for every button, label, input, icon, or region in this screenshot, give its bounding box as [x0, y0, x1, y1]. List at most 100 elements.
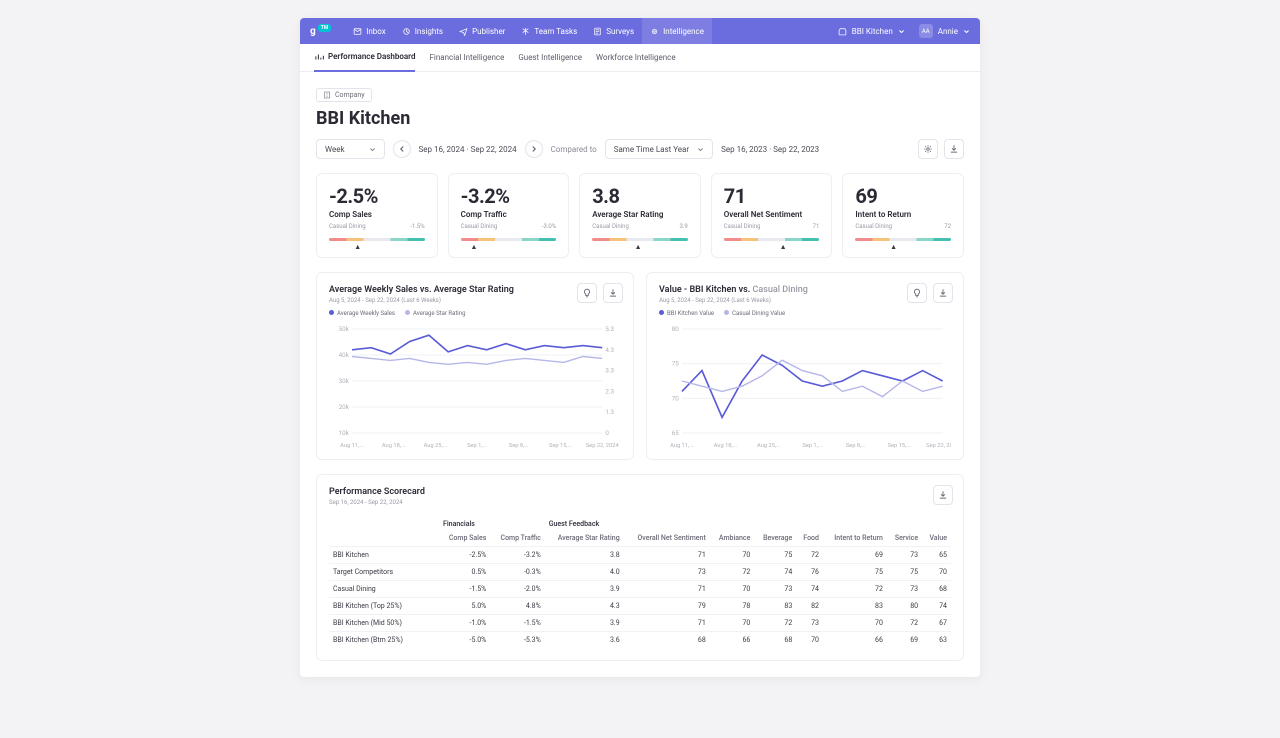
- chevron-left-icon: [398, 145, 406, 153]
- logo-glyph: g: [310, 26, 316, 37]
- lightbulb-icon: [912, 288, 922, 298]
- row-name: BBI Kitchen (Mid 50%): [329, 615, 439, 632]
- nav-intelligence[interactable]: Intelligence: [642, 18, 712, 44]
- subtab-guest[interactable]: Guest Intelligence: [518, 44, 582, 72]
- gear-icon: [923, 144, 933, 154]
- kpi-card[interactable]: 3.8 Average Star Rating Casual Dining3.9…: [579, 173, 701, 258]
- kpi-pointer: ▲: [780, 243, 787, 251]
- table-cell: 73: [887, 581, 922, 598]
- table-cell: -1.0%: [439, 615, 490, 632]
- nav-label: Publisher: [472, 27, 505, 36]
- granularity-select[interactable]: Week: [316, 139, 385, 159]
- filter-actions: [918, 139, 964, 159]
- table-cell: 63: [922, 632, 951, 649]
- kpi-card[interactable]: 69 Intent to Return Casual Dining72 ▲: [842, 173, 964, 258]
- table-cell: 67: [922, 615, 951, 632]
- legend-item: Casual Dining Value: [724, 310, 785, 317]
- legend-swatch: [329, 310, 334, 315]
- nav-label: Team Tasks: [534, 27, 577, 36]
- table-row[interactable]: BBI Kitchen (Top 25%)5.0%4.8%4.379788382…: [329, 598, 951, 615]
- table-row[interactable]: BBI Kitchen (Btm 25%)-5.0%-5.3%3.6686668…: [329, 632, 951, 649]
- svg-text:10k: 10k: [339, 430, 350, 437]
- kpi-label: Comp Sales: [329, 210, 425, 219]
- nav-surveys[interactable]: Surveys: [585, 18, 642, 44]
- date-next-button[interactable]: [525, 140, 543, 158]
- chart-download-button[interactable]: [933, 283, 953, 303]
- table-cell: 69: [887, 632, 922, 649]
- table-cell: 71: [624, 547, 710, 564]
- chevron-right-icon: [530, 145, 538, 153]
- chart-download-button[interactable]: [603, 283, 623, 303]
- svg-text:40k: 40k: [339, 352, 350, 359]
- content: Company BBI Kitchen Week Sep 16, 2024 · …: [300, 72, 980, 677]
- subtab-label: Performance Dashboard: [328, 52, 415, 61]
- chart-title-suffix: Casual Dining: [753, 285, 808, 295]
- comparison-select[interactable]: Same Time Last Year: [605, 139, 713, 159]
- subtab-performance[interactable]: Performance Dashboard: [314, 44, 415, 72]
- date-range-text: Sep 16, 2024 · Sep 22, 2024: [419, 145, 517, 154]
- kpi-card[interactable]: -3.2% Comp Traffic Casual Dining-3.0% ▲: [448, 173, 570, 258]
- scorecard-download-button[interactable]: [933, 485, 953, 505]
- inbox-icon: [353, 27, 362, 36]
- kpi-benchmark: Casual Dining72: [855, 223, 951, 230]
- nav-inbox[interactable]: Inbox: [345, 18, 394, 44]
- table-cell: 70: [710, 581, 755, 598]
- chart-insights-button[interactable]: [907, 283, 927, 303]
- chart-title-prefix: Value - BBI Kitchen vs.: [659, 285, 750, 295]
- table-row[interactable]: BBI Kitchen (Mid 50%)-1.0%-1.5%3.9717072…: [329, 615, 951, 632]
- dashboard-icon: [314, 52, 324, 62]
- svg-text:Sep 8,...: Sep 8,...: [846, 443, 866, 449]
- table-cell: 65: [922, 547, 951, 564]
- download-button[interactable]: [944, 139, 964, 159]
- location-picker[interactable]: BBI Kitchen: [834, 27, 909, 36]
- table-cell: 71: [624, 615, 710, 632]
- lightbulb-icon: [582, 288, 592, 298]
- nav-insights[interactable]: Insights: [394, 18, 451, 44]
- kpi-row: -2.5% Comp Sales Casual Dining-1.5% ▲ -3…: [316, 173, 964, 258]
- table-cell: -1.5%: [439, 581, 490, 598]
- table-cell: 73: [754, 581, 796, 598]
- breadcrumb-label: Company: [335, 91, 365, 99]
- table-cell: 75: [823, 564, 887, 581]
- table-row[interactable]: BBI Kitchen-2.5%-3.2%3.871707572697365: [329, 547, 951, 564]
- nav-team-tasks[interactable]: Team Tasks: [513, 18, 585, 44]
- user-menu[interactable]: AA Annie: [919, 24, 970, 38]
- breadcrumb[interactable]: Company: [316, 88, 372, 102]
- chart-insights-button[interactable]: [577, 283, 597, 303]
- nav-items: Inbox Insights Publisher Team Tasks Surv…: [345, 18, 712, 44]
- user-avatar: AA: [919, 24, 933, 38]
- chart-legend: Average Weekly Sales Average Star Rating: [329, 310, 621, 317]
- subtab-label: Guest Intelligence: [518, 53, 582, 62]
- svg-text:65: 65: [672, 430, 680, 437]
- charts-row: Average Weekly Sales vs. Average Star Ra…: [316, 272, 964, 460]
- subtab-label: Workforce Intelligence: [596, 53, 676, 62]
- settings-button[interactable]: [918, 139, 938, 159]
- table-cell: 72: [796, 547, 823, 564]
- nav-publisher[interactable]: Publisher: [451, 18, 513, 44]
- subtab-workforce[interactable]: Workforce Intelligence: [596, 44, 676, 72]
- table-cell: 3.8: [545, 547, 624, 564]
- kpi-benchmark: Casual Dining-3.0%: [461, 223, 557, 230]
- svg-text:50k: 50k: [339, 326, 350, 333]
- svg-text:1.3: 1.3: [605, 409, 614, 416]
- tasks-icon: [521, 27, 530, 36]
- legend-item: BBI Kitchen Value: [659, 310, 714, 317]
- svg-text:2.3: 2.3: [605, 389, 614, 396]
- kpi-bar: [855, 238, 951, 241]
- kpi-pointer: ▲: [890, 243, 897, 251]
- table-cell: 70: [922, 564, 951, 581]
- kpi-pointer: ▲: [635, 243, 642, 251]
- date-prev-button[interactable]: [393, 140, 411, 158]
- nav-label: Intelligence: [663, 27, 704, 36]
- top-nav: g TM Inbox Insights Publisher Team Tasks: [300, 18, 980, 44]
- table-cell: -3.2%: [490, 547, 544, 564]
- table-row[interactable]: Target Competitors0.5%-0.3%4.07372747675…: [329, 564, 951, 581]
- kpi-card[interactable]: -2.5% Comp Sales Casual Dining-1.5% ▲: [316, 173, 438, 258]
- table-row[interactable]: Casual Dining-1.5%-2.0%3.971707374727368: [329, 581, 951, 598]
- location-label: BBI Kitchen: [852, 27, 893, 36]
- subtab-financial[interactable]: Financial Intelligence: [429, 44, 504, 72]
- kpi-card[interactable]: 71 Overall Net Sentiment Casual Dining71…: [711, 173, 833, 258]
- logo[interactable]: g TM: [310, 26, 331, 37]
- svg-text:Sep 8,...: Sep 8,...: [509, 443, 529, 449]
- table-cell: 66: [710, 632, 755, 649]
